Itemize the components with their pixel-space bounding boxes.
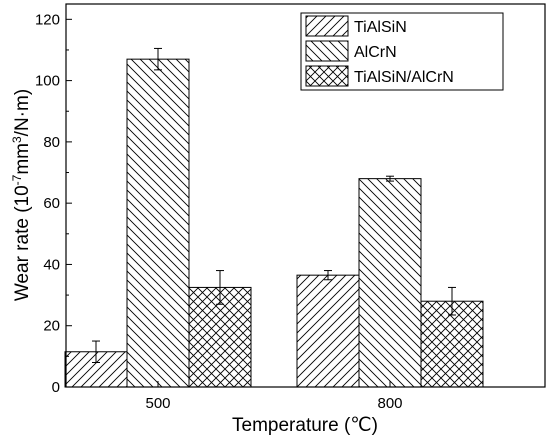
- error-bar-tialsin-alcrn-800: [448, 286, 456, 316]
- error-bar-tialsin-500: [92, 340, 100, 363]
- y-tick-label: 80: [43, 134, 60, 151]
- error-bars-layer: [92, 47, 456, 363]
- legend-label-tialsin: TiAlSiN: [354, 19, 407, 36]
- y-axis-ticks: 0 20 40 60 80 100 120: [35, 11, 72, 396]
- x-axis-ticks: 500 800: [145, 381, 403, 412]
- x-axis-title: Temperature (℃): [232, 415, 378, 436]
- y-tick-label: 0: [52, 379, 60, 396]
- error-bar-alcrn-500: [154, 47, 162, 71]
- x-tick-label: 800: [377, 395, 402, 412]
- error-bar-tialsin-800: [324, 270, 332, 281]
- y-axis-title: Wear rate (10-7mm3/N·m): [10, 89, 33, 301]
- error-bar-alcrn-800: [386, 175, 394, 182]
- y-tick-label: 100: [35, 73, 60, 90]
- y-tick-label: 40: [43, 256, 60, 273]
- legend-label-tialsin-alcrn: TiAlSiN/AlCrN: [354, 69, 454, 86]
- y-axis-title-end: /N·m): [12, 89, 33, 136]
- legend-swatch-tialsin: [305, 15, 349, 37]
- x-tick-label: 500: [145, 395, 170, 412]
- legend-swatch-tialsin-alcrn: [305, 65, 349, 87]
- legend-swatch-alcrn: [305, 40, 349, 62]
- y-axis-title-exp2: 3: [10, 136, 24, 143]
- error-bar-tialsin-alcrn-500: [216, 270, 224, 305]
- y-tick-label: 60: [43, 195, 60, 212]
- bar-alcrn-800: [358, 178, 422, 388]
- legend-label-alcrn: AlCrN: [354, 44, 397, 61]
- y-tick-label: 20: [43, 318, 60, 335]
- y-axis-title-mid: mm: [12, 143, 33, 175]
- bar-alcrn-500: [126, 58, 190, 388]
- y-axis-title-main: Wear rate (10: [12, 185, 33, 301]
- bars-layer: [64, 58, 484, 388]
- legend: TiAlSiN AlCrN TiAlSiN/AlCrN: [300, 12, 504, 91]
- plot-frame: [65, 3, 546, 388]
- y-axis-title-exp1: -7: [10, 174, 24, 185]
- y-tick-label: 120: [35, 11, 60, 28]
- bar-tialsin-800: [296, 274, 360, 388]
